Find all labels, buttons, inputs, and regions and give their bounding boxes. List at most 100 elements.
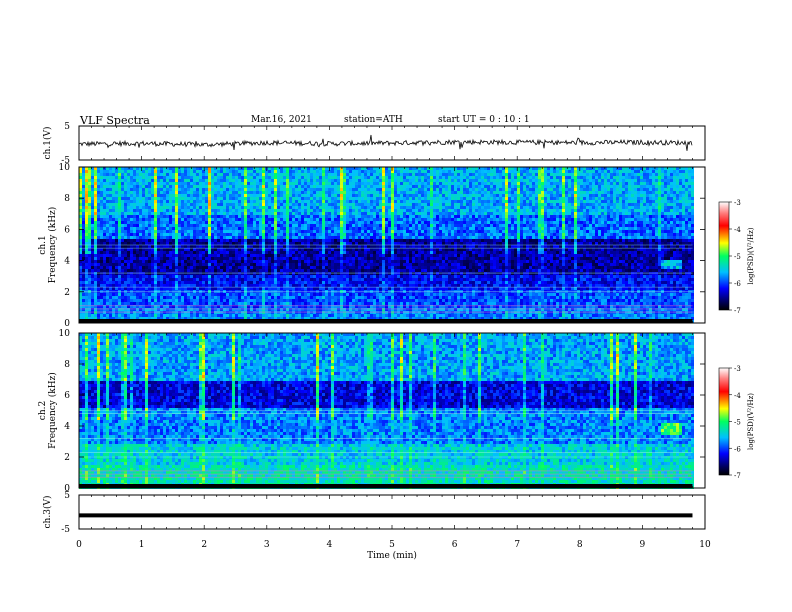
ch1-spectrogram-cell xyxy=(412,179,415,182)
ch1-spectrogram-cell xyxy=(100,230,103,233)
ch1-spectrogram-cell xyxy=(391,209,394,212)
ch1-spectrogram-cell xyxy=(520,224,523,227)
ch1-spectrogram-cell xyxy=(601,185,604,188)
ch1-spectrogram-cell xyxy=(496,173,499,176)
ch1-spectrogram-cell xyxy=(376,197,379,200)
ch1-spectrogram-cell xyxy=(601,224,604,227)
ch1-spectrogram-cell xyxy=(631,200,634,203)
ch1-spectrogram-cell xyxy=(100,236,103,239)
ch1-spectrogram-cell xyxy=(193,218,196,221)
ch1-spectrogram-cell xyxy=(130,191,133,194)
ch1-spectrogram-cell xyxy=(670,194,673,197)
ch1-spectrogram-cell xyxy=(460,170,463,173)
ch1-spectrogram-cell xyxy=(340,191,343,194)
ch1-spectrogram-cell xyxy=(364,182,367,185)
ch1-spectrogram-cell xyxy=(598,179,601,182)
ch1-spectrogram-cell xyxy=(382,209,385,212)
ch1-spectrogram-cell xyxy=(205,173,208,176)
ch1-spectrogram-cell xyxy=(682,230,685,233)
ch1-spectrogram-cell xyxy=(652,206,655,209)
ch1-spectrogram-cell xyxy=(298,173,301,176)
ch1-spectrogram-cell xyxy=(193,173,196,176)
ch1-spectrogram-cell xyxy=(688,191,691,194)
ch1-spectrogram-cell xyxy=(475,179,478,182)
ch1-spectrogram-cell xyxy=(598,182,601,185)
ch1-spectrogram-cell xyxy=(82,176,85,179)
ch1-spectrogram-cell xyxy=(124,233,127,236)
ch1-spectrogram-cell xyxy=(328,176,331,179)
ch1-spectrogram-cell xyxy=(559,197,562,200)
ch1-spectrogram-cell xyxy=(106,236,109,239)
ch1-spectrogram-cell xyxy=(187,230,190,233)
ch1-spectrogram-cell xyxy=(589,173,592,176)
ch1-spectrogram-cell xyxy=(529,224,532,227)
ch1-spectrogram-cell xyxy=(145,200,148,203)
ch1-spectrogram-cell xyxy=(82,188,85,191)
ch1-spectrogram-cell xyxy=(193,197,196,200)
ch1-spectrogram-cell xyxy=(616,197,619,200)
ch1-spectrogram-cell xyxy=(325,191,328,194)
ch1-spectrogram-cell xyxy=(292,212,295,215)
ch1-spectrogram-cell xyxy=(580,206,583,209)
ch1-spectrogram-cell xyxy=(556,221,559,224)
ch1-spectrogram-cell xyxy=(85,233,88,236)
ch1-spectrogram-cell xyxy=(214,209,217,212)
ch1-spectrogram-cell xyxy=(583,221,586,224)
ch1-spectrogram-cell xyxy=(139,203,142,206)
ch1-spectrogram-cell xyxy=(592,221,595,224)
ch1-spectrogram-cell xyxy=(673,209,676,212)
ch1-spectrogram-cell xyxy=(556,233,559,236)
ch1-spectrogram-cell xyxy=(187,188,190,191)
ch1-spectrogram-cell xyxy=(523,185,526,188)
ch1-spectrogram-cell xyxy=(121,209,124,212)
ch1-spectrogram-cell xyxy=(136,191,139,194)
ch1-spectrogram-cell xyxy=(691,200,694,203)
ch1-spectrogram-cell xyxy=(334,191,337,194)
ch1-spectrogram-cell xyxy=(166,197,169,200)
ch1-spectrogram-cell xyxy=(496,194,499,197)
ch1-spectrogram-cell xyxy=(280,203,283,206)
ch1-spectrogram-cell xyxy=(322,182,325,185)
ch1-spectrogram-cell xyxy=(154,212,157,215)
ch1-spectrogram-cell xyxy=(367,221,370,224)
ch1-spectrogram-cell xyxy=(115,215,118,218)
ch1-spectrogram-cell xyxy=(454,206,457,209)
ch1-spectrogram-cell xyxy=(211,212,214,215)
ch1-spectrogram-cell xyxy=(376,176,379,179)
ch1-spectrogram-cell xyxy=(286,233,289,236)
ch1-spectrogram-cell xyxy=(628,197,631,200)
ch1-spectrogram-cell xyxy=(511,227,514,230)
ch1-spectrogram-cell xyxy=(220,230,223,233)
ch1-spectrogram-cell xyxy=(565,200,568,203)
ch1-spectrogram-cell xyxy=(358,200,361,203)
ch1-spectrogram-cell xyxy=(388,206,391,209)
ch1-spectrogram-cell xyxy=(388,203,391,206)
ch1-spectrogram-cell xyxy=(451,170,454,173)
ch1-spectrogram-cell xyxy=(277,191,280,194)
ch1-spectrogram-cell xyxy=(523,191,526,194)
ch1-spectrogram-cell xyxy=(649,203,652,206)
ch1-spectrogram-cell xyxy=(460,221,463,224)
ch1-spectrogram-cell xyxy=(160,182,163,185)
ch1-spectrogram-cell xyxy=(412,203,415,206)
ch1-spectrogram-cell xyxy=(412,182,415,185)
ch1-spectrogram-cell xyxy=(337,197,340,200)
ch1-spectrogram-cell xyxy=(595,176,598,179)
ch1-spectrogram-cell xyxy=(313,179,316,182)
ch1-spectrogram-cell xyxy=(631,203,634,206)
ch1-spectrogram-cell xyxy=(205,218,208,221)
ch1-spectrogram-cell xyxy=(202,176,205,179)
ch1-spectrogram-cell xyxy=(415,212,418,215)
ch1-spectrogram-cell xyxy=(247,230,250,233)
ch1-spectrogram-cell xyxy=(343,233,346,236)
ch1-spectrogram-cell xyxy=(409,206,412,209)
ch1-spectrogram-cell xyxy=(532,194,535,197)
ch1-spectrogram-cell xyxy=(112,182,115,185)
ch1-spectrogram-cell xyxy=(184,173,187,176)
ch1-spectrogram-cell xyxy=(130,221,133,224)
ch1-spectrogram-cell xyxy=(415,173,418,176)
ch1-spectrogram-cell xyxy=(91,218,94,221)
ch1-spectrogram-cell xyxy=(124,230,127,233)
ch1-spectrogram-cell xyxy=(568,173,571,176)
ch1-spectrogram-cell xyxy=(589,224,592,227)
